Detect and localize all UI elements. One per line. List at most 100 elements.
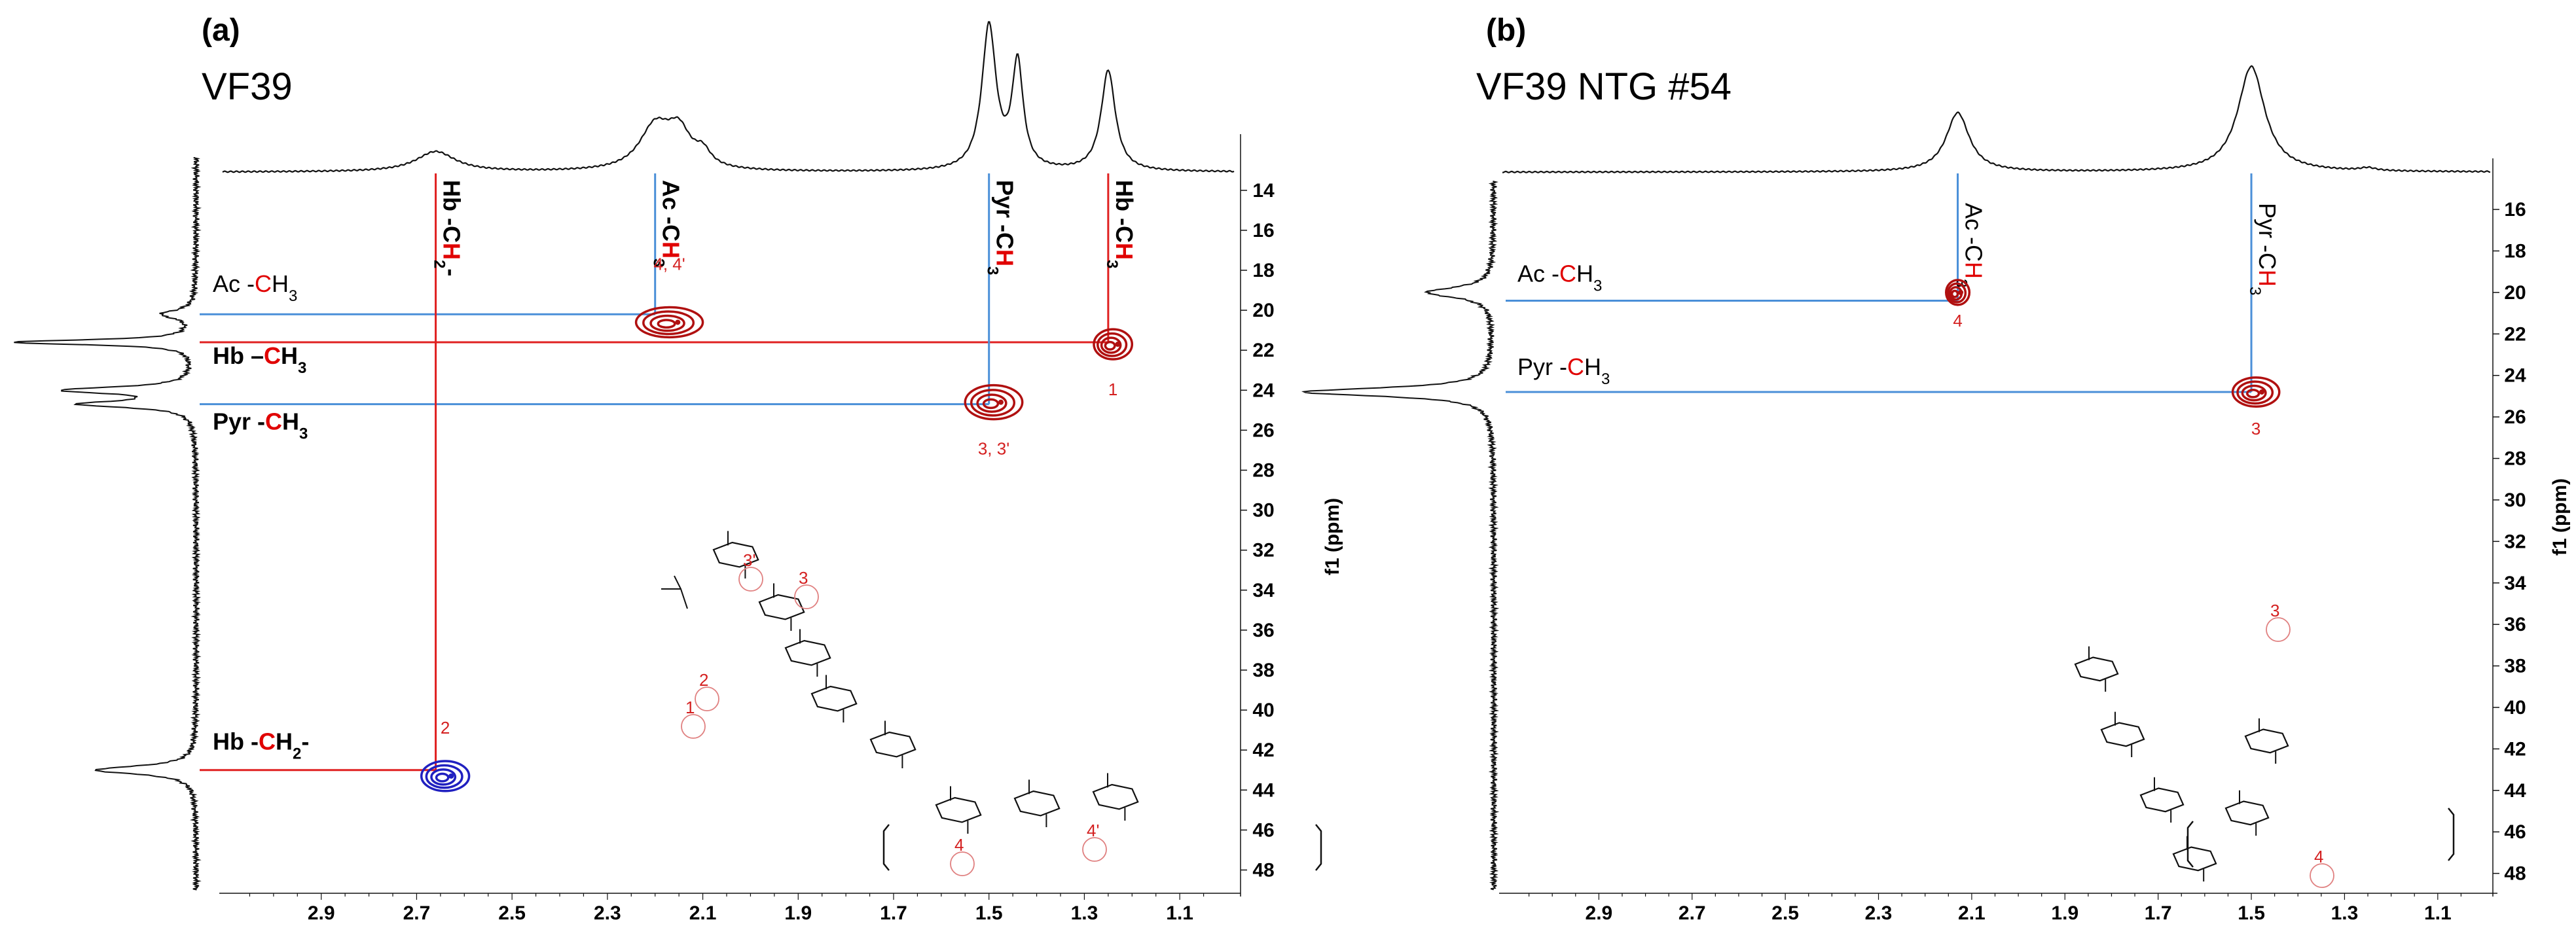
f1-tick-label: 16 <box>1252 220 1274 241</box>
f1-tick-label: 46 <box>1252 819 1274 841</box>
f1-tick-label: 48 <box>1252 859 1274 881</box>
f1-tick-label: 24 <box>1252 380 1275 401</box>
f1-tick-label: 22 <box>1252 340 1274 361</box>
sugar-ring <box>1013 790 1061 817</box>
vertical-assignment-label: Pyr -CH3 <box>984 180 1019 275</box>
cross-peak-label: 2 <box>441 718 450 738</box>
f2-tick-label: 2.3 <box>1865 902 1893 924</box>
sugar-ring <box>2074 656 2119 682</box>
f2-tick-label: 1.7 <box>2145 902 2172 924</box>
carbon-projection <box>1301 181 1500 891</box>
f2-tick-label: 1.9 <box>2051 902 2078 924</box>
f1-tick-label: 34 <box>1252 580 1275 601</box>
structure-label: 4 <box>2314 847 2323 866</box>
cross-peak-label: 1 <box>1108 380 1117 399</box>
sugar-ring <box>869 731 916 758</box>
structure-highlight <box>2310 863 2334 888</box>
f2-tick-label: 1.3 <box>1071 902 1098 924</box>
f2-tick-label: 1.9 <box>784 902 812 924</box>
structure-highlight <box>1082 837 1107 862</box>
contour-ring <box>1093 328 1134 361</box>
assignment-label: Hb -CH2- <box>213 728 309 762</box>
f1-tick-label: 30 <box>1252 500 1274 522</box>
sugar-ring <box>2100 722 2145 747</box>
structure-label: 3 <box>2270 601 2279 620</box>
cross-peak <box>420 760 471 792</box>
contour-ring <box>964 383 1024 421</box>
vertical-assignment-label: Pyr -CH3 <box>2247 203 2281 295</box>
vertical-assignment-label: Hb -CH2- <box>431 180 465 276</box>
f1-tick-label: 20 <box>2504 282 2526 304</box>
f1-tick-label: 18 <box>2504 240 2526 262</box>
contour-ring <box>1945 279 1971 306</box>
repeat-bracket <box>882 824 1322 871</box>
vertical-assignment-label: Ac -CH3 <box>1953 203 1987 287</box>
cross-peak <box>2231 376 2281 408</box>
contour-ring <box>425 764 463 789</box>
f1-axis-title: f1 (ppm) <box>1322 498 1343 575</box>
proton-projection <box>222 21 1235 173</box>
f1-axis-title: f1 (ppm) <box>2549 478 2571 556</box>
contour-ring <box>2241 384 2267 402</box>
structure-highlight <box>950 851 975 876</box>
f1-tick-label: 32 <box>2504 531 2526 552</box>
sugar-ring <box>810 685 858 712</box>
assignment-label: Pyr -CH3 <box>213 408 308 443</box>
contour-ring <box>1097 332 1128 357</box>
f1-tick-label: 28 <box>2504 448 2526 470</box>
contour-center <box>448 773 454 779</box>
cross-peak-label: 4, 4' <box>653 254 685 274</box>
f2-tick-label: 1.7 <box>880 902 907 924</box>
cross-peak <box>1093 328 1134 361</box>
assignment-label: Ac -CH3 <box>1517 260 1602 295</box>
structure-label: 2 <box>699 670 708 690</box>
sample-title: VF39 NTG #54 <box>1476 65 1732 108</box>
f1-tick-label: 38 <box>2504 656 2526 677</box>
structure-label: 3 <box>799 568 808 588</box>
contour-center <box>1957 289 1963 295</box>
f1-tick-label: 36 <box>2504 614 2526 635</box>
sugar-ring <box>935 796 982 823</box>
contour-ring <box>1946 282 1967 304</box>
sugar-ring <box>2224 800 2270 826</box>
assignment-label: Ac -CH3 <box>213 270 297 305</box>
vertical-assignment-label: Hb -CH3 <box>1103 180 1138 268</box>
sugar-ring <box>2244 728 2289 754</box>
panel-a: (a)VF39141618202224262830323436384042444… <box>14 13 1343 924</box>
carbon-projection <box>14 157 202 891</box>
structure-highlight <box>681 714 706 739</box>
f1-tick-label: 22 <box>2504 323 2526 345</box>
cross-peak-label: 3, 3' <box>978 439 1009 459</box>
contour-ring <box>1104 340 1116 351</box>
cross-peak-label: 4 <box>1953 311 1962 330</box>
contour-ring <box>642 310 695 336</box>
sugar-ring <box>1092 783 1139 810</box>
sample-title: VF39 <box>202 65 293 108</box>
f1-tick-label: 42 <box>1252 739 1274 761</box>
f2-tick-label: 2.7 <box>403 902 431 924</box>
contour-ring <box>649 314 685 332</box>
structure-highlight <box>695 686 719 711</box>
structure-highlight <box>738 567 763 592</box>
contour-ring <box>657 319 676 329</box>
f2-tick-label: 2.1 <box>1958 902 1986 924</box>
cross-peak <box>964 383 1024 421</box>
sugar-ring <box>2172 846 2217 872</box>
structure-label: 1 <box>685 698 695 717</box>
f1-tick-label: 34 <box>2504 573 2526 594</box>
f1-tick-label: 40 <box>2504 697 2526 719</box>
contour-ring <box>1100 336 1122 354</box>
f1-tick-label: 30 <box>2504 489 2526 511</box>
contour-ring <box>2231 376 2281 408</box>
f1-tick-label: 18 <box>1252 260 1274 281</box>
f1-tick-label: 32 <box>1252 540 1274 561</box>
sugar-ring <box>758 594 805 620</box>
proton-projection <box>1502 65 2491 173</box>
assignment-label: Hb –CH3 <box>213 342 306 377</box>
structure-highlight <box>2266 617 2291 642</box>
f1-tick-label: 38 <box>1252 660 1274 681</box>
contour-center <box>2259 389 2265 395</box>
contour-center <box>675 319 681 325</box>
contour-center <box>1115 342 1121 347</box>
